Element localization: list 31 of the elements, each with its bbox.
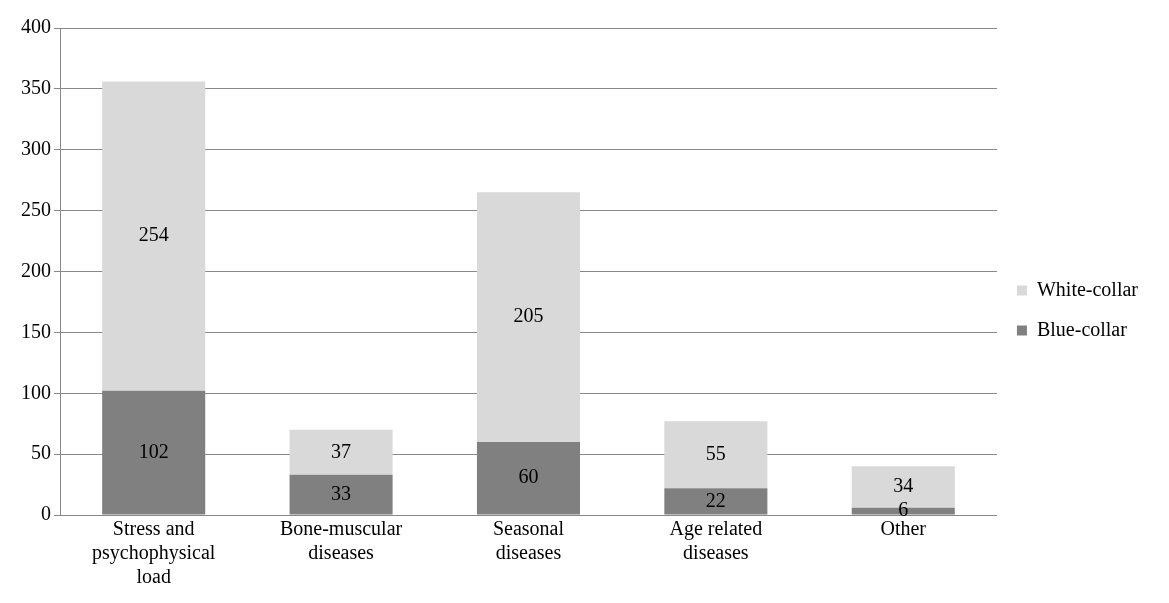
x-tick-label: Age related diseases (669, 517, 763, 564)
data-label: 60 (518, 465, 539, 488)
legend-label: White-collar (1036, 277, 1139, 300)
bar (289, 429, 393, 475)
x-tick-label: Other (880, 517, 927, 540)
bar (664, 421, 768, 489)
data-label: 102 (138, 439, 169, 462)
y-tick-label: 300 (21, 137, 51, 159)
y-tick-label: 250 (21, 197, 51, 220)
y-tick-label: 350 (21, 76, 51, 99)
x-tick-label: Bone-muscular diseases (279, 517, 403, 564)
data-label: 205 (513, 304, 544, 327)
bar (476, 192, 581, 442)
data-label: 254 (138, 223, 169, 246)
y-tick-label: 50 (31, 441, 51, 464)
y-tick-label: 0 (41, 502, 51, 525)
y-tick-label: 100 (21, 380, 51, 403)
legend-label: Blue-collar (1036, 317, 1128, 340)
data-label: 37 (331, 439, 352, 462)
data-label: 33 (331, 481, 352, 504)
data-label: 55 (705, 441, 726, 464)
bar (102, 81, 206, 391)
x-tick-label: Stress and psychophysical load (92, 517, 216, 588)
y-tick-label: 200 (21, 258, 51, 281)
data-label: 34 (893, 474, 914, 497)
x-tick-label: Seasonal diseases (492, 517, 565, 564)
data-label: 22 (705, 488, 726, 511)
y-tick-label: 150 (21, 319, 51, 342)
y-tick-label: 400 (21, 15, 51, 38)
bar (289, 474, 393, 515)
bar (664, 488, 768, 515)
